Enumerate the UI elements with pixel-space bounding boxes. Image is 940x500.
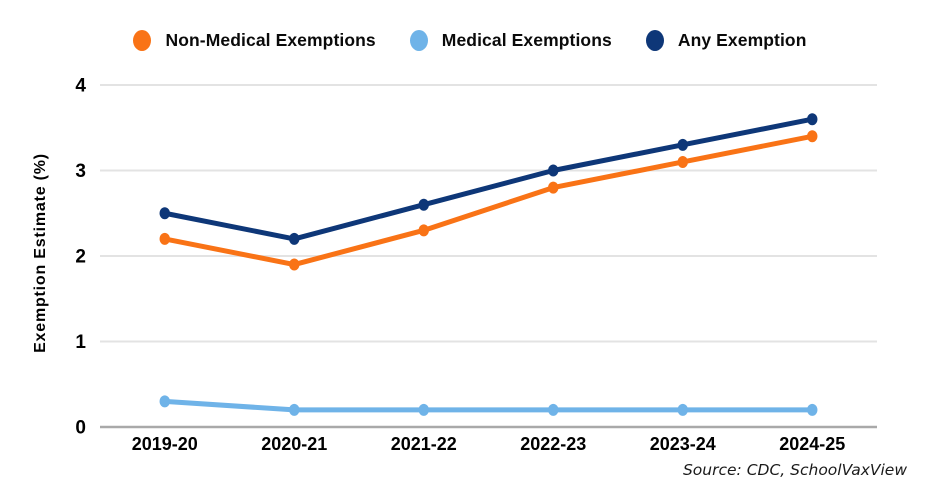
data-point-any-exemption-2023-24: [677, 138, 688, 151]
y-tick-label: 0: [75, 418, 86, 439]
data-point-medical-exemptions-2023-24: [677, 403, 688, 416]
series-line-non-medical-exemptions: [162, 133, 815, 268]
legend-marker-non-medical-icon: [133, 30, 152, 51]
series-line-medical-exemptions: [162, 398, 815, 413]
legend-item-any-exemption: Any Exemption: [645, 30, 807, 51]
data-point-non-medical-exemptions-2024-25: [807, 130, 818, 143]
data-point-non-medical-exemptions-2019-20: [159, 232, 170, 245]
x-tick-label: 2024-25: [779, 434, 845, 454]
x-tick-label: 2023-24: [650, 434, 716, 454]
data-point-medical-exemptions-2021-22: [418, 403, 429, 416]
data-point-any-exemption-2024-25: [807, 113, 818, 126]
legend-label: Non-Medical Exemptions: [165, 30, 376, 50]
data-point-medical-exemptions-2022-23: [548, 403, 559, 416]
y-tick-label: 3: [75, 161, 86, 182]
data-point-any-exemption-2022-23: [548, 164, 559, 177]
legend-item-non-medical-exemptions: Non-Medical Exemptions: [133, 30, 376, 51]
legend-marker-any-icon: [645, 30, 664, 51]
x-tick-label: 2021-22: [391, 434, 457, 454]
data-point-non-medical-exemptions-2022-23: [548, 181, 559, 194]
data-point-medical-exemptions-2019-20: [159, 395, 170, 408]
source-attribution: Source: CDC, SchoolVaxView: [682, 461, 907, 479]
legend-item-medical-exemptions: Medical Exemptions: [409, 30, 612, 51]
x-tick-label: 2019-20: [132, 434, 198, 454]
legend-marker-medical-icon: [409, 30, 428, 51]
y-axis-title: Exemption Estimate (%): [32, 153, 49, 353]
data-point-non-medical-exemptions-2021-22: [418, 224, 429, 237]
legend-label: Medical Exemptions: [441, 30, 612, 50]
data-point-any-exemption-2020-21: [289, 232, 300, 245]
series-line-any-exemption: [162, 116, 815, 242]
data-point-non-medical-exemptions-2023-24: [677, 155, 688, 168]
data-point-any-exemption-2019-20: [159, 207, 170, 220]
data-point-medical-exemptions-2020-21: [289, 403, 300, 416]
y-tick-label: 1: [75, 332, 86, 353]
data-point-medical-exemptions-2024-25: [807, 403, 818, 416]
legend-label: Any Exemption: [677, 30, 807, 50]
y-tick-label: 4: [75, 76, 86, 97]
chart-legend: Non-Medical Exemptions Medical Exemption…: [0, 30, 940, 51]
data-point-any-exemption-2021-22: [418, 198, 429, 211]
x-tick-label: 2022-23: [520, 434, 586, 454]
data-point-non-medical-exemptions-2020-21: [289, 258, 300, 271]
x-tick-label: 2020-21: [261, 434, 327, 454]
y-tick-label: 2: [75, 247, 86, 268]
